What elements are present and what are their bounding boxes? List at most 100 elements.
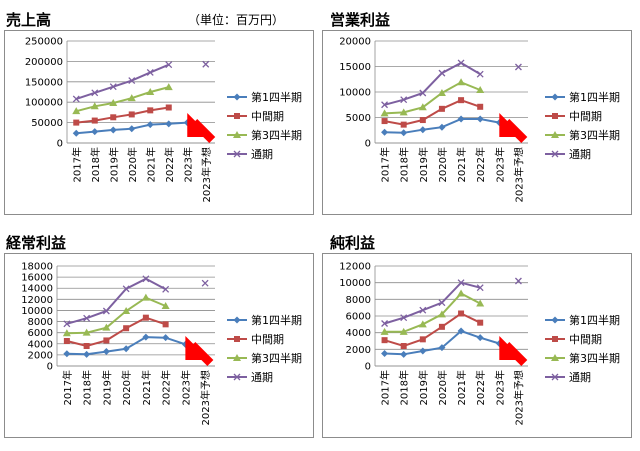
data-point — [162, 334, 170, 342]
data-point — [476, 284, 484, 292]
data-point — [476, 115, 484, 123]
data-point — [381, 350, 389, 357]
legend-label: 通期 — [251, 148, 273, 161]
data-point — [122, 285, 130, 293]
data-point — [165, 104, 172, 111]
x-tick-label: 2023年 — [181, 147, 194, 182]
x-tick-label: 2020年 — [120, 370, 133, 405]
y-tick-label: 8000 — [346, 295, 371, 306]
data-point — [419, 347, 427, 355]
legend-marker — [551, 373, 559, 381]
data-point — [476, 334, 484, 342]
data-point — [122, 345, 130, 353]
legend-label: 中間期 — [569, 333, 602, 346]
x-tick-label: 2019年 — [417, 147, 430, 182]
data-point — [438, 105, 445, 112]
data-point — [202, 60, 210, 68]
data-point — [381, 337, 388, 344]
data-point — [457, 78, 466, 86]
data-point — [457, 327, 465, 335]
legend-label: 中間期 — [569, 110, 602, 123]
data-point — [419, 336, 426, 343]
y-tick-label: 5000 — [346, 113, 371, 124]
chart-svg-ordinary-profit: 0200040006000800010000120001400016000180… — [21, 262, 302, 426]
data-point — [63, 338, 70, 344]
legend-marker — [551, 354, 559, 361]
data-point — [90, 102, 99, 110]
legend-label: 中間期 — [251, 110, 284, 123]
data-point — [91, 89, 99, 97]
chart-panel-ordinary-profit: 0 2000 4000 6000 8000 10000 12000 14000 16000 180… — [4, 253, 314, 438]
series-line — [66, 277, 167, 325]
series-line — [384, 99, 481, 126]
series-line — [66, 316, 166, 348]
x-tick-label: 2021年 — [455, 370, 468, 405]
chart-title-operating-profit: 営業利益 — [330, 11, 391, 29]
data-point — [476, 299, 485, 307]
y-tick-label: 0 — [47, 362, 53, 373]
x-tick-label: 2017年 — [70, 147, 83, 182]
data-point — [438, 69, 446, 77]
data-point — [457, 59, 465, 67]
data-point — [110, 114, 117, 121]
legend-label: 中間期 — [251, 333, 284, 346]
y-tick-label: 4000 — [346, 328, 371, 339]
legend-marker — [551, 150, 559, 158]
y-tick-label: 250000 — [25, 37, 63, 48]
chart-title-net-profit: 純利益 — [330, 234, 376, 252]
y-tick-label: 12000 — [339, 262, 371, 273]
x-tick-label: 2018年 — [81, 370, 94, 405]
data-point — [419, 126, 427, 134]
data-point — [122, 307, 131, 314]
x-tick-label: 2021年 — [144, 147, 157, 182]
data-point — [103, 337, 110, 344]
x-tick-label: 2018年 — [398, 147, 411, 182]
y-tick-label: 0 — [365, 362, 371, 373]
chart-title-sales: 売上高 — [6, 11, 52, 29]
series-line — [75, 63, 170, 100]
legend-marker — [233, 316, 241, 324]
data-point — [147, 107, 154, 114]
x-tick-label: 2017年 — [379, 147, 392, 182]
legend-marker — [551, 93, 559, 101]
data-point — [418, 320, 427, 328]
unit-label: （単位：百万円） — [188, 13, 285, 27]
data-point — [91, 117, 98, 124]
legend-label: 第3四半期 — [251, 128, 302, 142]
y-tick-label: 100000 — [25, 98, 63, 109]
forecast-arrow-head — [499, 113, 524, 137]
data-point — [109, 99, 118, 107]
data-point — [82, 328, 91, 336]
x-tick-label: 2020年 — [436, 147, 449, 182]
y-tick-label: 2000 — [346, 345, 371, 356]
forecast-arrow-head — [185, 336, 210, 360]
x-tick-label: 2022年 — [474, 147, 487, 182]
y-tick-label: 15000 — [339, 62, 371, 73]
data-point — [458, 310, 465, 317]
data-point — [438, 299, 446, 307]
x-tick-label: 2023年予想 — [199, 370, 212, 425]
y-tick-label: 150000 — [25, 77, 63, 88]
data-point — [73, 119, 80, 126]
data-point — [161, 302, 170, 309]
x-tick-label: 2023年予想 — [512, 370, 525, 425]
y-tick-label: 6000 — [28, 328, 53, 339]
data-point — [419, 306, 427, 314]
x-tick-label: 2022年 — [163, 147, 176, 182]
data-point — [165, 120, 173, 128]
y-tick-label: 14000 — [21, 284, 53, 295]
data-point — [400, 121, 407, 128]
forecast-arrow-head — [499, 336, 524, 360]
data-point — [102, 323, 111, 331]
legend-label: 第1四半期 — [569, 313, 620, 327]
y-tick-label: 12000 — [21, 295, 53, 306]
x-tick-label: 2017年 — [61, 370, 74, 405]
data-point — [438, 123, 446, 131]
forecast-arrow-head — [187, 113, 212, 137]
x-tick-label: 2020年 — [126, 147, 139, 182]
data-point — [91, 128, 99, 136]
series-line — [384, 81, 481, 115]
chart-panel-operating-profit: 0 5000 10000 15000 20000 2017年 2018年 2019年 2020年… — [322, 30, 632, 215]
data-point — [72, 107, 81, 115]
legend-marker — [233, 373, 241, 381]
